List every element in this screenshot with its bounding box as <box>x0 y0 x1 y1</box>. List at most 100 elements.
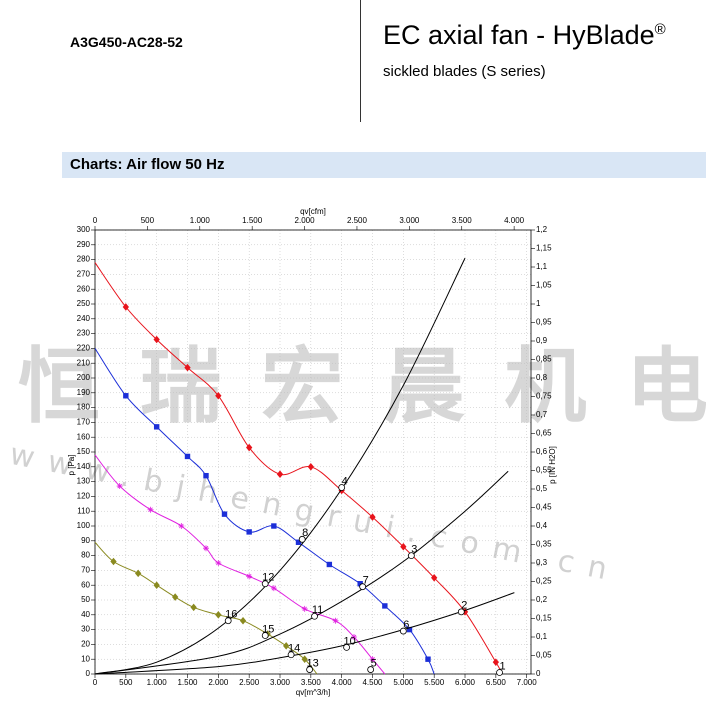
y-tick-label: 140 <box>77 462 91 471</box>
operating-point <box>261 632 269 639</box>
marker <box>153 335 160 344</box>
title-text: EC axial fan - HyBlade <box>383 20 655 50</box>
y-tick-label: 210 <box>77 358 91 367</box>
x-tick-label: 500 <box>119 678 133 687</box>
operating-point <box>343 643 351 651</box>
marker <box>326 561 333 568</box>
y2-tick-label: 0,05 <box>536 651 552 660</box>
section-bar: Charts: Air flow 50 Hz <box>62 152 706 178</box>
y-tick-label: 130 <box>77 477 91 486</box>
y2-tick-label: 0,6 <box>536 447 548 456</box>
operating-point-label: 16 <box>225 609 237 621</box>
x-tick-label: 6.000 <box>455 678 476 687</box>
y-axis-label: p [Pa] <box>67 455 76 476</box>
x-tick-label: 5.500 <box>424 678 445 687</box>
operating-point-label: 15 <box>262 623 274 635</box>
y-tick-label: 260 <box>77 284 91 293</box>
x2-tick-label: 0 <box>93 216 98 225</box>
y-tick-label: 100 <box>77 521 91 530</box>
y-tick-label: 180 <box>77 403 91 412</box>
operating-point <box>367 666 375 673</box>
operating-point <box>407 552 415 559</box>
operating-point-label: 11 <box>312 604 323 616</box>
marker <box>215 391 222 400</box>
marker <box>110 557 117 566</box>
y-tick-label: 40 <box>81 610 90 619</box>
x-tick-label: 1.000 <box>147 678 168 687</box>
x2-tick-label: 3.500 <box>452 216 473 225</box>
y2-tick-label: 0,1 <box>536 632 548 641</box>
operating-point-label: 8 <box>302 527 308 539</box>
y-tick-label: 120 <box>77 492 91 501</box>
marker <box>122 303 129 311</box>
y2-tick-label: 1,05 <box>536 281 552 290</box>
y-tick-label: 160 <box>77 432 91 441</box>
y2-tick-label: 0,25 <box>536 577 552 586</box>
x-tick-label: 3.000 <box>270 678 291 687</box>
marker <box>203 472 209 479</box>
operating-point <box>298 535 306 543</box>
y-tick-label: 280 <box>77 255 91 264</box>
marker <box>215 611 222 619</box>
y-tick-label: 80 <box>81 551 90 560</box>
marker <box>123 393 129 399</box>
x-tick-label: 0 <box>93 678 98 687</box>
marker <box>178 523 185 529</box>
x2-tick-label: 2.500 <box>347 216 368 225</box>
marker <box>116 483 123 490</box>
section-title: Charts: Air flow 50 Hz <box>70 156 225 173</box>
y-tick-label: 290 <box>77 240 91 249</box>
y-tick-label: 190 <box>77 388 91 397</box>
y2-tick-label: 0,4 <box>536 521 548 530</box>
y-tick-label: 270 <box>77 270 91 279</box>
operating-point <box>224 617 232 625</box>
y2-tick-label: 0,15 <box>536 614 552 623</box>
x-tick-label: 4.000 <box>332 678 353 687</box>
y2-tick-label: 1,2 <box>536 225 548 234</box>
y-tick-label: 10 <box>81 654 90 663</box>
operating-point-label: 2 <box>461 600 467 612</box>
y2-tick-label: 0,3 <box>536 558 548 567</box>
operating-point <box>496 669 503 676</box>
marker <box>153 581 160 589</box>
marker <box>431 574 438 582</box>
y-tick-label: 30 <box>81 625 90 634</box>
operating-point <box>311 612 318 620</box>
marker <box>135 569 142 578</box>
operating-point <box>306 666 314 673</box>
y2-tick-label: 1,1 <box>536 262 548 271</box>
operating-point-label: 12 <box>262 572 274 584</box>
y-tick-label: 150 <box>77 447 91 456</box>
y-tick-label: 220 <box>77 344 91 353</box>
x-tick-label: 5.000 <box>393 678 414 687</box>
operating-point-label: 13 <box>306 657 318 669</box>
y2-tick-label: 0,85 <box>536 355 552 364</box>
operating-point-label: 1 <box>499 660 505 672</box>
y2-tick-label: 0,5 <box>536 484 548 493</box>
y-tick-label: 50 <box>81 595 90 604</box>
y2-tick-label: 0,7 <box>536 410 548 419</box>
marker <box>190 603 197 612</box>
y2-tick-label: 1,15 <box>536 244 552 253</box>
y-tick-label: 230 <box>77 329 91 338</box>
y2-tick-label: 0,35 <box>536 540 552 549</box>
watermark: 恒瑞宏晨机电 <box>18 339 706 434</box>
marker <box>271 523 277 529</box>
y2-tick-label: 0,55 <box>536 466 552 475</box>
marker <box>270 585 277 592</box>
marker <box>184 453 191 460</box>
x-tick-label: 3.500 <box>301 678 322 687</box>
marker <box>246 573 253 580</box>
y-tick-label: 110 <box>77 506 90 515</box>
y-tick-label: 200 <box>77 373 91 382</box>
marker <box>246 443 253 452</box>
y2-tick-label: 0,8 <box>536 373 548 382</box>
marker <box>215 560 222 566</box>
marker <box>172 593 179 601</box>
operating-point <box>359 583 367 591</box>
y2-axis-label: p [IN H2O] <box>548 446 557 484</box>
operating-point-label: 5 <box>371 657 377 669</box>
operating-point <box>338 484 346 491</box>
marker <box>184 363 191 372</box>
